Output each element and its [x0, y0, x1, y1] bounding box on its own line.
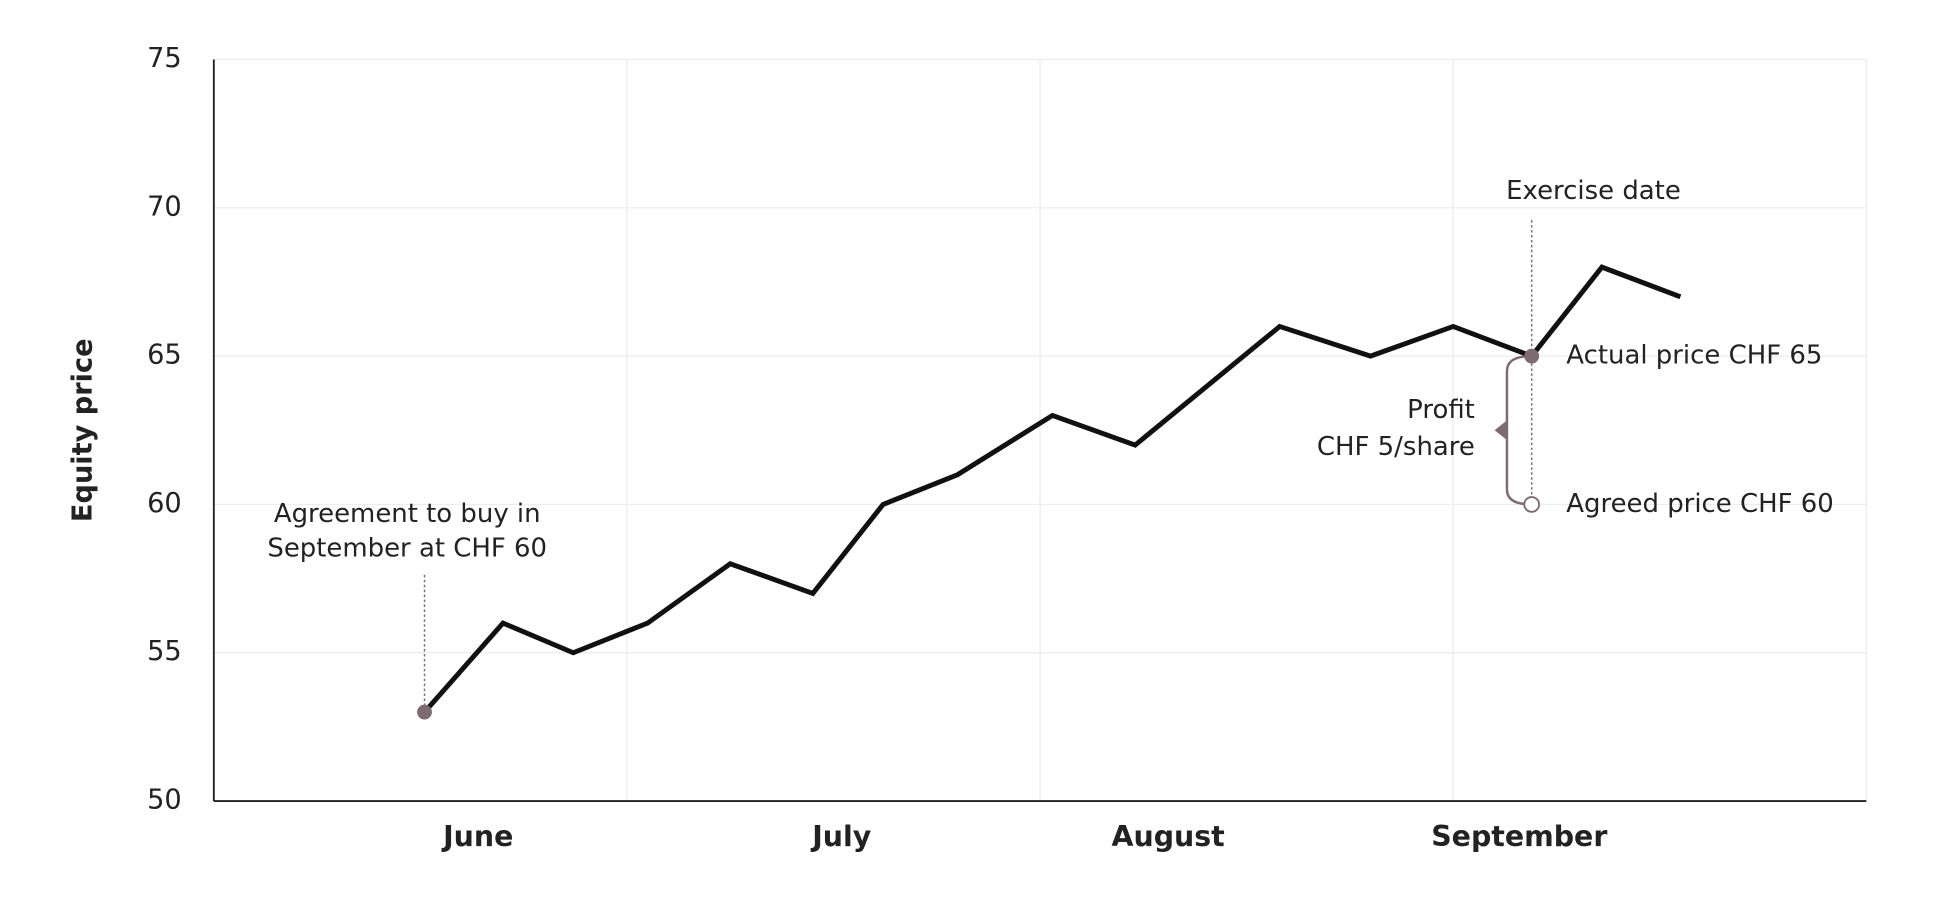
y-tick-label: 50 [147, 785, 182, 816]
actual-price-point [1524, 348, 1540, 364]
price-line [422, 264, 1682, 714]
annotation-text: CHF 5/share [1317, 432, 1475, 462]
y-tick-label: 65 [147, 340, 182, 371]
annotation-text: September at CHF 60 [267, 533, 547, 563]
profit-arrow [1494, 420, 1507, 441]
x-tick-label: June [441, 820, 513, 853]
annotation-text: Profit [1407, 395, 1475, 425]
agreed-price-point [1523, 496, 1541, 513]
y-axis-label: Equity price [68, 338, 99, 522]
agreement-point [417, 704, 432, 720]
profit-bracket [1505, 354, 1532, 506]
annotation-text: Actual price CHF 65 [1566, 341, 1822, 371]
x-tick-label: August [1112, 820, 1225, 853]
x-tick-label: September [1431, 820, 1607, 853]
y-tick-label: 75 [147, 43, 182, 74]
annotation-text: Exercise date [1506, 176, 1681, 206]
annotation-text: Agreement to buy in [274, 499, 541, 529]
x-tick-label: July [810, 820, 871, 853]
y-tick-label: 70 [147, 191, 182, 222]
y-tick-label: 55 [147, 636, 182, 667]
annotation-text: Agreed price CHF 60 [1566, 489, 1834, 519]
y-tick-label: 60 [147, 488, 182, 519]
